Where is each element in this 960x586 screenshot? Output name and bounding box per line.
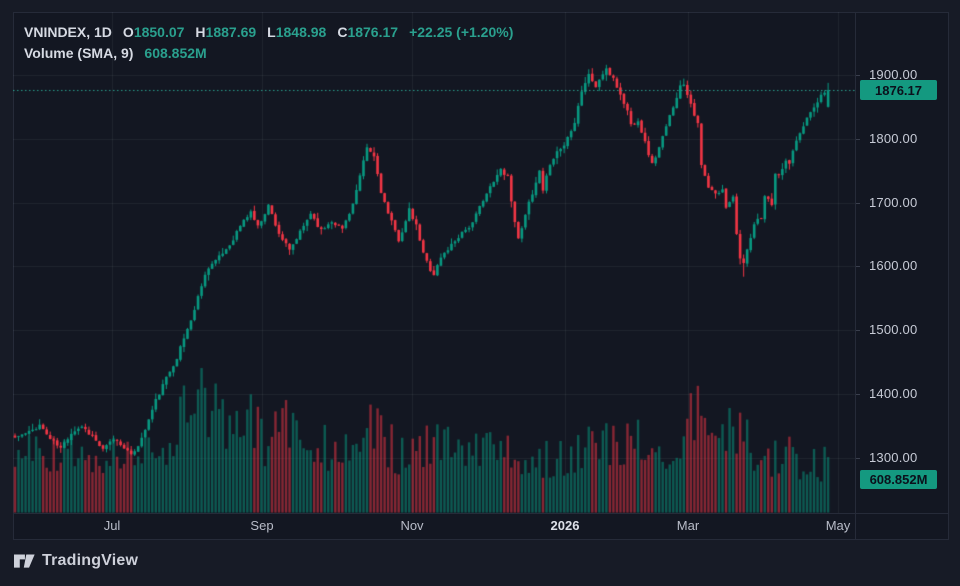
price-axis[interactable]	[855, 12, 949, 540]
tradingview-logo-icon	[14, 554, 35, 569]
price-tick-mark	[856, 203, 860, 204]
volume-study-value: 608.852M	[144, 44, 207, 61]
low-pair: L1848.98	[267, 24, 326, 40]
low-value: 1848.98	[275, 23, 327, 40]
price-tick-mark	[856, 330, 860, 331]
tradingview-logo-text: TradingView	[42, 552, 139, 569]
legend-symbol-row: VNINDEX, 1D O1850.07 H1887.69 L1848.98 C…	[24, 21, 513, 42]
legend-volume-row: Volume (SMA, 9) 608.852M	[24, 42, 513, 63]
open-label: O	[122, 23, 134, 40]
volume-study-label[interactable]: Volume (SMA, 9)	[24, 44, 134, 61]
tradingview-logo-link[interactable]: TradingView	[14, 552, 138, 570]
time-axis[interactable]	[13, 513, 949, 540]
low-label: L	[267, 23, 276, 40]
price-tick-mark	[856, 266, 860, 267]
close-label: C	[337, 23, 348, 40]
price-tick-mark	[856, 458, 860, 459]
last-price-badge: 1876.17	[860, 80, 937, 100]
price-tick-mark	[856, 394, 860, 395]
high-value: 1887.69	[205, 23, 257, 40]
price-tick-mark	[856, 75, 860, 76]
chart-legend: VNINDEX, 1D O1850.07 H1887.69 L1848.98 C…	[24, 21, 513, 63]
volume-value-badge: 608.852M	[860, 470, 937, 489]
price-tick-mark	[856, 139, 860, 140]
close-value: 1876.17	[347, 23, 399, 40]
price-chart-canvas[interactable]	[13, 12, 855, 513]
high-label: H	[195, 23, 206, 40]
open-value: 1850.07	[133, 23, 185, 40]
change-value: +22.25 (+1.20%)	[409, 23, 514, 40]
high-pair: H1887.69	[195, 24, 256, 40]
symbol-title[interactable]: VNINDEX, 1D	[24, 23, 112, 40]
open-pair: O1850.07	[123, 24, 185, 40]
close-pair: C1876.17	[337, 24, 398, 40]
